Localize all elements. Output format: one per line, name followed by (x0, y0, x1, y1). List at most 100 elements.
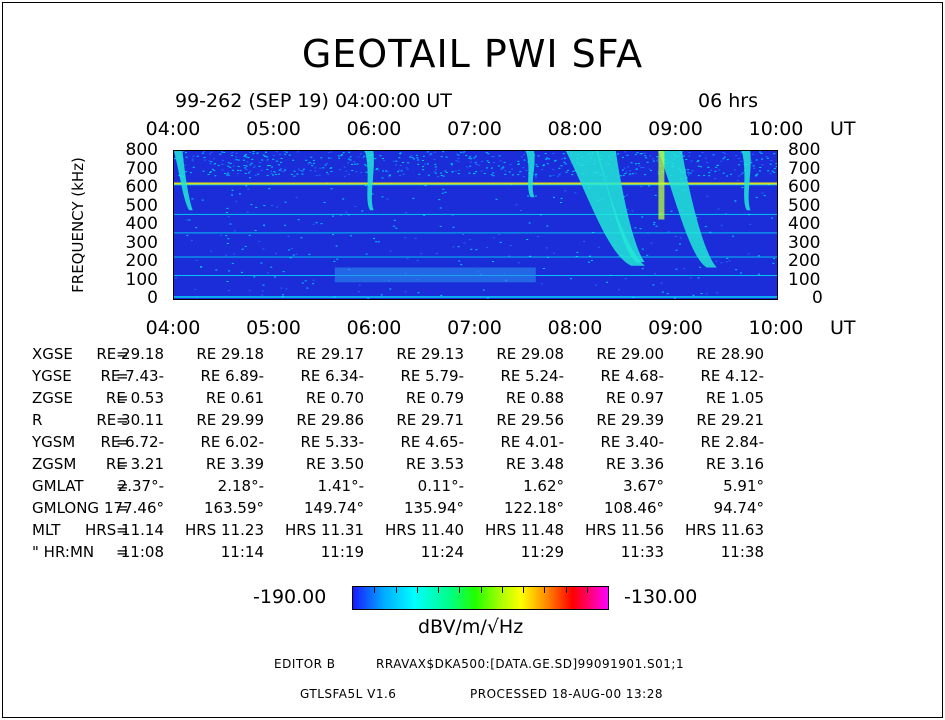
noise-speck (565, 171, 568, 173)
noise-speck (492, 156, 495, 157)
noise-speck (263, 205, 266, 206)
noise-speck (258, 240, 261, 242)
noise-speck (202, 170, 205, 172)
noise-speck (457, 154, 460, 156)
noise-speck (203, 159, 206, 161)
top-time-tick-label: 08:00 (547, 118, 603, 140)
noise-speck (463, 151, 466, 153)
noise-speck (688, 152, 691, 153)
noise-speck (417, 163, 420, 165)
noise-speck (457, 246, 460, 248)
noise-speck (434, 163, 437, 165)
noise-speck (320, 223, 323, 225)
noise-speck (430, 152, 433, 154)
noise-speck (673, 297, 676, 299)
noise-speck (201, 199, 204, 201)
noise-speck (636, 152, 639, 154)
noise-speck (350, 235, 352, 237)
noise-speck (272, 158, 275, 160)
noise-speck (685, 159, 688, 160)
noise-speck (486, 167, 488, 169)
noise-speck (185, 152, 187, 154)
noise-speck (386, 198, 389, 200)
noise-speck (377, 241, 380, 243)
noise-speck (558, 173, 561, 175)
noise-speck (280, 168, 283, 169)
noise-speck (229, 223, 232, 225)
noise-speck (407, 162, 410, 164)
noise-speck (546, 225, 549, 227)
noise-speck (720, 262, 723, 264)
noise-speck (399, 152, 402, 154)
noise-speck (683, 268, 686, 270)
noise-speck (257, 173, 260, 175)
noise-speck (517, 174, 520, 176)
noise-speck (554, 159, 557, 161)
noise-speck (597, 246, 600, 248)
colorbar-tick (438, 587, 439, 593)
processed-date: PROCESSED 18-AUG-00 13:28 (470, 687, 663, 701)
noise-speck (715, 260, 718, 262)
noise-speck (261, 159, 264, 161)
noise-speck (624, 151, 627, 153)
noise-speck (473, 157, 476, 159)
noise-speck (274, 276, 277, 278)
noise-speck (248, 290, 251, 292)
noise-speck (567, 169, 569, 171)
noise-speck (266, 174, 269, 176)
freq-tick-label-right: 0 (812, 288, 823, 308)
noise-speck (767, 170, 770, 172)
noise-speck (174, 158, 176, 160)
freq-tick-label-right: 400 (788, 214, 821, 234)
noise-speck (450, 163, 453, 165)
noise-speck (652, 284, 655, 286)
noise-speck (537, 155, 540, 157)
noise-speck (280, 158, 283, 159)
noise-speck (773, 171, 776, 173)
noise-speck (246, 161, 249, 163)
noise-speck (227, 162, 230, 164)
noise-speck (329, 167, 332, 169)
noise-speck (221, 151, 224, 153)
noise-speck (733, 169, 736, 171)
noise-speck (237, 159, 240, 161)
noise-speck (482, 289, 485, 291)
noise-speck (697, 160, 700, 162)
noise-speck (386, 171, 389, 173)
equals-sign: = (116, 345, 129, 363)
noise-speck (558, 174, 561, 176)
noise-speck (195, 259, 198, 261)
noise-speck (588, 261, 590, 263)
noise-speck (560, 197, 563, 199)
noise-speck (623, 167, 626, 169)
noise-speck (508, 171, 511, 173)
noise-speck (574, 192, 577, 194)
noise-speck (631, 173, 634, 175)
noise-speck (640, 167, 643, 169)
colorbar-tick (459, 587, 461, 593)
noise-speck (280, 161, 282, 163)
noise-speck (339, 169, 341, 171)
noise-speck (720, 224, 723, 226)
noise-speck (375, 241, 378, 243)
noise-speck (421, 160, 424, 161)
noise-speck (244, 155, 247, 157)
noise-speck (244, 173, 247, 174)
noise-speck (417, 292, 420, 294)
noise-speck (414, 237, 417, 239)
noise-speck (440, 172, 443, 174)
noise-speck (445, 156, 448, 158)
noise-speck (250, 204, 253, 206)
noise-speck (288, 249, 291, 251)
noise-speck (710, 169, 713, 171)
noise-speck (353, 163, 356, 165)
noise-speck (389, 174, 391, 176)
noise-speck (327, 157, 330, 159)
noise-speck (227, 174, 230, 176)
noise-speck (465, 154, 468, 156)
noise-speck (416, 157, 419, 159)
noise-speck (254, 174, 257, 176)
noise-speck (653, 223, 656, 225)
noise-speck (537, 236, 539, 238)
noise-speck (385, 169, 388, 171)
